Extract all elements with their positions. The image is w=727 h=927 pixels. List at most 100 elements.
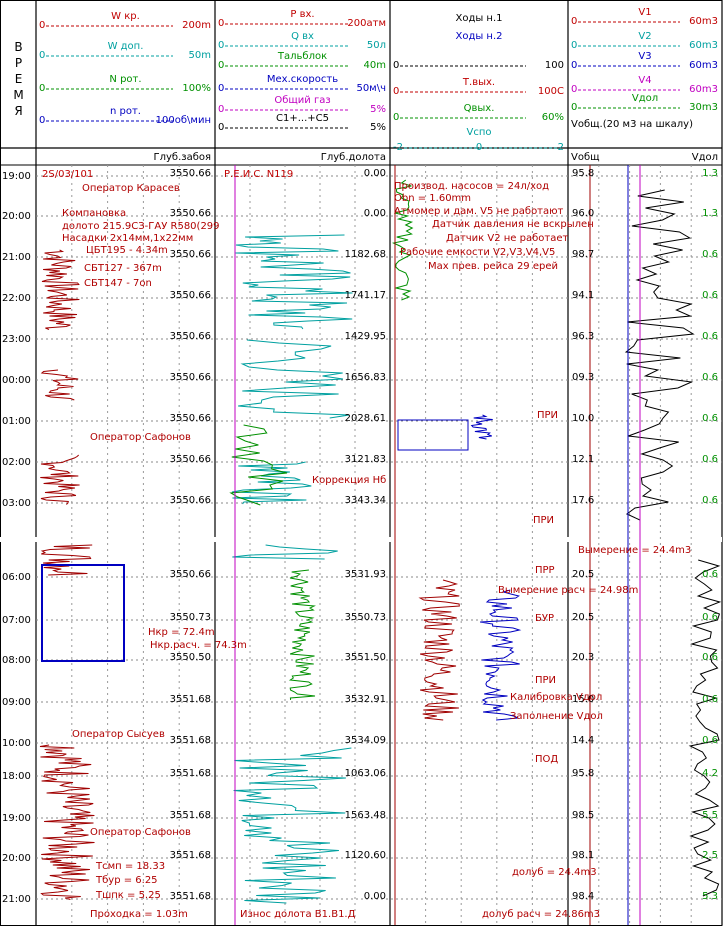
trace bbox=[391, 179, 414, 301]
track-footer: Глуб.долота bbox=[321, 152, 386, 163]
volume-total: 20.3 bbox=[572, 652, 594, 663]
scale-min: 0 bbox=[571, 60, 577, 71]
hole-depth: 3550.66 bbox=[170, 208, 211, 219]
trace bbox=[397, 419, 469, 451]
hole-depth: 3550.66 bbox=[170, 569, 211, 580]
trace bbox=[288, 569, 316, 701]
volume-total: 17.6 bbox=[572, 495, 594, 506]
hole-depth: 3550.66 bbox=[170, 413, 211, 424]
track-footer: Vобщ bbox=[571, 152, 600, 163]
curve-name: Общий газ bbox=[274, 95, 330, 106]
bit-depth: 1656.83 bbox=[345, 372, 386, 383]
hole-depth: 3551.68 bbox=[170, 735, 211, 746]
curve-name: N рот. bbox=[109, 74, 141, 85]
trace bbox=[688, 559, 722, 897]
scale-max: 40m bbox=[364, 60, 386, 71]
hole-depth: 3550.66 bbox=[170, 290, 211, 301]
volume-bit: 5.3 bbox=[702, 891, 718, 902]
curve-name: Тальблок bbox=[277, 51, 327, 62]
time-label: 08:00 bbox=[2, 655, 31, 666]
volume-total: 96.0 bbox=[572, 208, 594, 219]
volume-bit: 4.2 bbox=[702, 768, 718, 779]
curve-name: V4 bbox=[638, 75, 651, 86]
hole-depth: 3550.66 bbox=[170, 168, 211, 179]
annotation: Нкр = 72.4m bbox=[148, 627, 215, 638]
annotation: долуб = 24.4m3 bbox=[512, 867, 597, 878]
time-label: 01:00 bbox=[2, 416, 31, 427]
bit-depth: 1182.68 bbox=[345, 249, 386, 260]
annotation: Датчик V2 не работает bbox=[446, 233, 569, 244]
curve-name: Т.вых. bbox=[462, 77, 495, 88]
volume-total: 20.5 bbox=[572, 569, 594, 580]
scale-max: 100об\мин bbox=[156, 115, 211, 126]
trace bbox=[470, 414, 493, 440]
scale-max: 50л bbox=[367, 40, 386, 51]
time-label: 20:00 bbox=[2, 211, 31, 222]
annotation: долуб расч = 24.86m3 bbox=[482, 909, 600, 920]
scale-min: 0 bbox=[571, 16, 577, 27]
trace bbox=[40, 544, 93, 576]
scale-max: 5% bbox=[370, 104, 386, 115]
annotation: ПРИ bbox=[537, 410, 558, 421]
bit-depth: 1063.06 bbox=[345, 768, 386, 779]
bit-depth: 1429.95 bbox=[345, 331, 386, 342]
annotation: Вымерение = 24.4m3 bbox=[578, 545, 691, 556]
scale-max: 100С bbox=[538, 86, 564, 97]
annotation: БУР bbox=[535, 613, 554, 624]
volume-bit: 0.6 bbox=[702, 454, 718, 465]
bit-depth: 3550.73 bbox=[345, 612, 386, 623]
hole-depth: 3551.68 bbox=[170, 768, 211, 779]
scale-max: 60m3 bbox=[689, 84, 718, 95]
scale-min: 0 bbox=[393, 86, 399, 97]
scale-max: 200m bbox=[182, 20, 211, 31]
volume-total: 09.3 bbox=[572, 372, 594, 383]
bit-depth: 2028.61 bbox=[345, 413, 386, 424]
annotation: ПОД bbox=[535, 754, 558, 765]
annotation: Нкр.расч. = 74.3m bbox=[150, 640, 247, 651]
annotation: Атмомер и дам. V5 не работают bbox=[394, 206, 564, 217]
bit-depth: 3121.83 bbox=[345, 454, 386, 465]
trace bbox=[39, 744, 95, 900]
scale-max: 50m bbox=[189, 50, 211, 61]
scale-max: 200атм bbox=[347, 18, 386, 29]
trace bbox=[235, 234, 353, 330]
volume-bit: 0.6 bbox=[702, 612, 718, 623]
scale-min: 0 bbox=[393, 60, 399, 71]
volume-bit: 2.5 bbox=[702, 850, 718, 861]
scale-min: 0 bbox=[218, 122, 224, 133]
time-label: 21:00 bbox=[2, 894, 31, 905]
annotation: Коррекция Нб bbox=[312, 475, 386, 486]
scale-min: 0 bbox=[39, 115, 45, 126]
scale-min: 0 bbox=[218, 83, 224, 94]
trace bbox=[231, 461, 312, 505]
track-footer: Глуб.забоя bbox=[154, 152, 212, 163]
curve-name: V2 bbox=[638, 31, 651, 42]
trace bbox=[624, 189, 695, 521]
scale-max: 60m3 bbox=[689, 60, 718, 71]
hole-depth: 3551.68 bbox=[170, 694, 211, 705]
curve-name: V1 bbox=[638, 7, 651, 18]
trace bbox=[418, 579, 460, 721]
trace bbox=[40, 369, 79, 401]
scale-min: 0 bbox=[571, 40, 577, 51]
bit-depth: 1741.17 bbox=[345, 290, 386, 301]
annotation: Оператор Сафонов bbox=[90, 432, 191, 443]
annotation: Вымерение расч = 24.98m bbox=[498, 585, 638, 596]
volume-bit: 0.6 bbox=[702, 694, 718, 705]
hole-depth: 3550.73 bbox=[170, 612, 211, 623]
volume-bit: 0.6 bbox=[702, 249, 718, 260]
annotation: 2S/03/101 bbox=[42, 169, 93, 180]
annotation: ПРР bbox=[535, 565, 555, 576]
scale-min: 0 bbox=[393, 112, 399, 123]
curve-name: W доп. bbox=[108, 41, 144, 52]
scale-max: 50м\ч bbox=[356, 83, 386, 94]
curve-name: Ходы н.2 bbox=[455, 31, 502, 42]
annotation: Проходка = 1.03m bbox=[90, 909, 188, 920]
scale-min: 0 bbox=[218, 104, 224, 115]
volume-bit: 0.6 bbox=[702, 413, 718, 424]
trace bbox=[41, 249, 80, 330]
bit-depth: 0.00 bbox=[364, 208, 386, 219]
volume-bit: 0.6 bbox=[702, 735, 718, 746]
time-label: 22:00 bbox=[2, 293, 31, 304]
